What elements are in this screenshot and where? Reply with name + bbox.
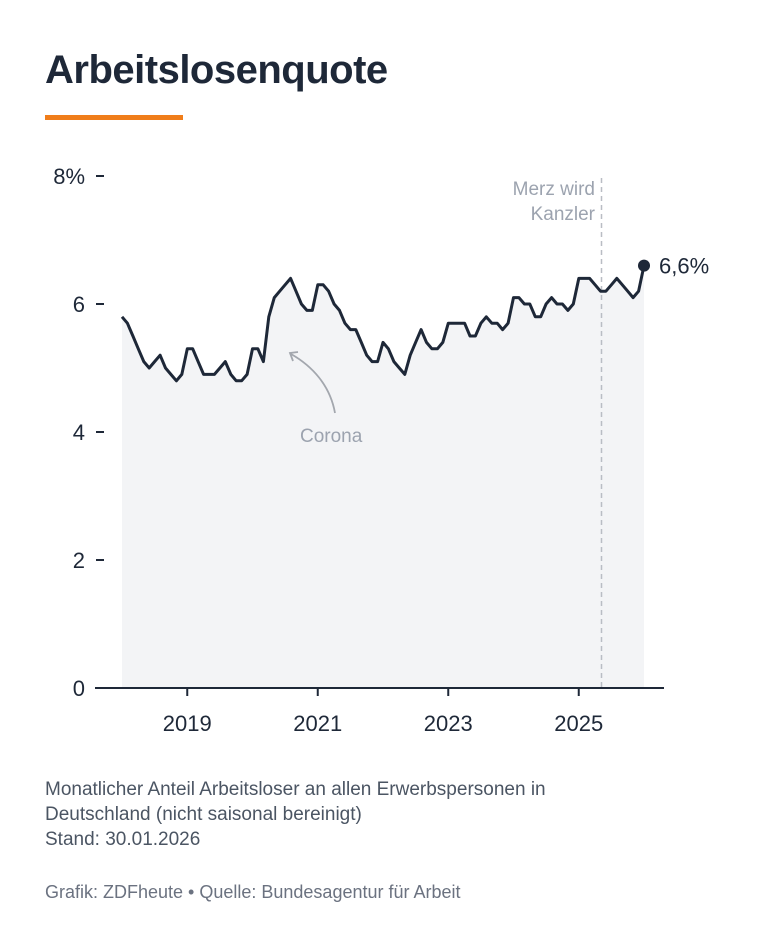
- x-tick-label: 2023: [424, 711, 473, 736]
- x-tick-label: 2021: [293, 711, 342, 736]
- y-tick-label: 2: [73, 548, 85, 573]
- description-line: Monatlicher Anteil Arbeitsloser an allen…: [45, 779, 546, 800]
- corona-annotation: Corona: [300, 426, 363, 447]
- x-tick-label: 2025: [554, 711, 603, 736]
- last-value-label: 6,6%: [659, 254, 709, 279]
- y-tick-label: 8%: [53, 164, 85, 189]
- date-stamp: Stand: 30.01.2026: [45, 829, 201, 850]
- chart-description: Monatlicher Anteil Arbeitsloser an allen…: [45, 777, 546, 852]
- series-line: [120, 265, 646, 383]
- y-axis: 0 2 4 6 8%: [53, 164, 104, 701]
- corona-arrow: [290, 353, 336, 414]
- title-accent-bar: [45, 115, 183, 120]
- last-value-point: [638, 259, 650, 272]
- description-line: Deutschland (nicht saisonal bereinigt): [45, 804, 362, 825]
- y-tick-label: 6: [73, 292, 85, 317]
- x-axis: 2019 2021 2023 2025: [163, 688, 603, 736]
- merz-annotation-line2: Kanzler: [531, 204, 596, 225]
- corona-arrow-head: [288, 351, 299, 362]
- line-chart: 0 2 4 6 8% Merz wird Kanzler Corona 6,6% 201…: [53, 164, 709, 736]
- area-fill: [122, 265, 644, 688]
- merz-annotation-line1: Merz wird: [513, 179, 595, 200]
- chart-title: Arbeitslosenquote: [45, 48, 388, 92]
- y-tick-label: 4: [73, 420, 85, 445]
- source-credit: Grafik: ZDFheute • Quelle: Bundesagentur…: [45, 882, 461, 902]
- y-tick-label: 0: [73, 676, 85, 701]
- x-tick-label: 2019: [163, 711, 212, 736]
